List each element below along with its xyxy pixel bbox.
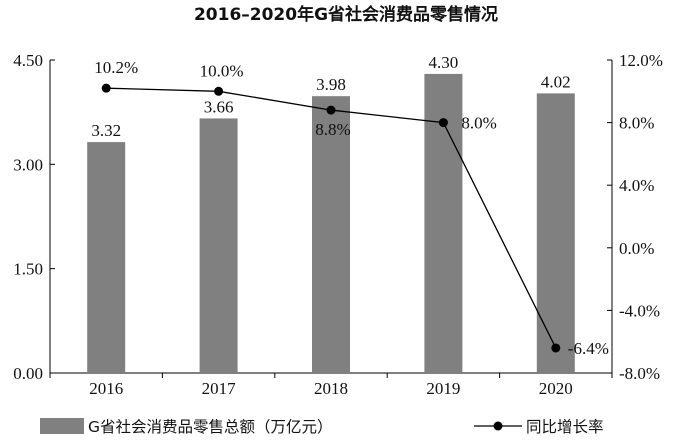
line-point <box>551 343 561 353</box>
legend-line-label: 同比增长率 <box>526 418 604 436</box>
y-left-tick-label: 4.50 <box>13 51 43 70</box>
x-tick-label: 2019 <box>426 379 460 398</box>
y-right-tick-label: 8.0% <box>619 114 654 133</box>
line-data-label: 10.0% <box>200 61 244 80</box>
bar-data-label: 3.32 <box>91 121 121 140</box>
line-data-label: 8.0% <box>461 114 496 133</box>
chart-title: 2016–2020年G省社会消费品零售情况 <box>194 4 498 25</box>
line-point <box>101 83 111 93</box>
line-data-label: -6.4% <box>568 339 609 358</box>
y-right-tick-label: -4.0% <box>619 301 660 320</box>
line-point <box>214 86 224 96</box>
x-tick-label: 2018 <box>314 379 348 398</box>
y-left-tick-label: 0.00 <box>13 364 43 383</box>
x-tick-label: 2016 <box>89 379 123 398</box>
bar-data-label: 3.98 <box>316 75 346 94</box>
plot-area: 0.00 1.50 3.00 4.50 -8.0% -4.0% 0.0% 4.0% 8.0% 12… <box>13 51 663 398</box>
bar-data-label: 3.66 <box>204 97 234 116</box>
bar <box>312 96 350 374</box>
x-tick-label: 2020 <box>539 379 573 398</box>
y-left-tick-label: 1.50 <box>13 260 43 279</box>
y-right-tick-label: 4.0% <box>619 176 654 195</box>
bar-data-label: 4.02 <box>541 72 571 91</box>
y-left-tick-label: 3.00 <box>13 155 43 174</box>
legend-bar-swatch <box>40 418 84 434</box>
bar <box>199 118 238 373</box>
line-point <box>326 105 336 115</box>
y-right-tick-label: -8.0% <box>619 364 660 383</box>
line-data-label: 8.8% <box>315 120 350 139</box>
y-right-tick-label: 12.0% <box>619 51 663 70</box>
x-tick-label: 2017 <box>202 379 237 398</box>
bar-data-label: 4.30 <box>429 53 459 72</box>
legend-line-marker <box>493 421 503 431</box>
bar <box>536 93 575 374</box>
y-right-tick-label: 0.0% <box>619 239 654 258</box>
bar <box>87 142 126 373</box>
line-point <box>438 118 448 128</box>
line-data-label: 10.2% <box>94 58 138 77</box>
legend: G省社会消费品零售总额（万亿元） 同比增长率 <box>40 418 604 436</box>
legend-bar-label: G省社会消费品零售总额（万亿元） <box>88 418 333 436</box>
